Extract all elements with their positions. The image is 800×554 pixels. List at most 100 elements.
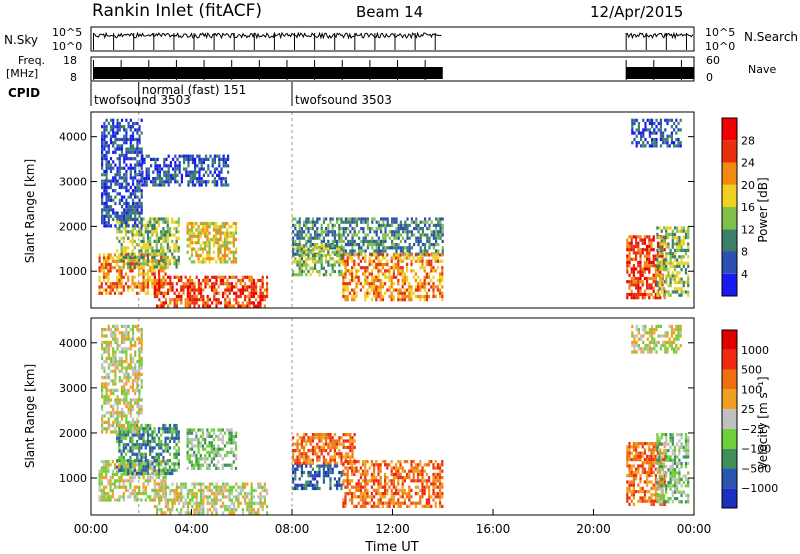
- data-cell: [173, 301, 176, 305]
- data-cell: [320, 439, 323, 443]
- data-cell: [186, 285, 189, 289]
- data-cell: [237, 278, 240, 283]
- data-cell: [158, 180, 161, 184]
- data-cell: [197, 225, 200, 229]
- data-cell: [676, 264, 679, 268]
- data-cell: [107, 417, 110, 421]
- data-cell: [322, 230, 325, 234]
- data-cell: [118, 468, 121, 472]
- data-cell: [162, 239, 165, 243]
- data-cell: [171, 468, 174, 472]
- data-cell: [307, 249, 310, 253]
- data-cell: [184, 275, 187, 279]
- data-cell: [109, 463, 112, 467]
- data-cell: [234, 221, 238, 226]
- data-cell: [220, 177, 223, 181]
- data-cell: [105, 160, 108, 164]
- data-cell: [155, 230, 158, 234]
- data-cell: [226, 450, 229, 454]
- data-cell: [136, 411, 139, 415]
- data-cell: [160, 256, 163, 260]
- data-cell: [122, 492, 125, 496]
- data-cell: [219, 447, 222, 451]
- data-cell: [437, 249, 440, 253]
- data-cell: [198, 167, 201, 171]
- data-cell: [660, 252, 663, 256]
- data-cell: [195, 431, 198, 435]
- data-cell: [206, 301, 209, 305]
- data-cell: [219, 260, 222, 264]
- data-cell: [632, 276, 635, 281]
- data-cell: [129, 166, 132, 170]
- data-cell: [189, 170, 192, 174]
- data-cell: [305, 461, 308, 465]
- data-cell: [355, 243, 358, 247]
- data-cell: [173, 262, 176, 266]
- data-cell: [201, 241, 205, 245]
- data-cell: [127, 166, 130, 170]
- data-cell: [217, 454, 220, 458]
- data-cell: [120, 462, 123, 466]
- data-cell: [228, 498, 231, 502]
- data-cell: [202, 304, 205, 308]
- data-cell: [162, 227, 165, 231]
- data-cell: [100, 460, 103, 464]
- data-cell: [660, 274, 663, 278]
- data-cell: [129, 128, 132, 132]
- data-cell: [232, 244, 235, 248]
- data-cell: [140, 179, 143, 183]
- data-cell: [154, 177, 157, 181]
- data-cell: [184, 482, 187, 486]
- data-cell: [329, 253, 332, 258]
- data-cell: [151, 430, 154, 434]
- data-cell: [327, 260, 330, 264]
- data-cell: [366, 288, 369, 292]
- data-cell: [116, 430, 119, 434]
- data-cell: [435, 236, 438, 240]
- data-cell: [123, 160, 126, 164]
- data-cell: [682, 280, 685, 284]
- data-cell: [138, 230, 141, 234]
- data-cell: [206, 511, 209, 515]
- data-cell: [346, 256, 349, 260]
- data-cell: [129, 427, 132, 431]
- data-cell: [200, 167, 203, 171]
- data-cell: [221, 428, 224, 432]
- data-cell: [303, 439, 306, 443]
- station-title: Rankin Inlet (fitACF): [92, 1, 262, 21]
- data-cell: [632, 251, 635, 255]
- data-cell: [305, 250, 308, 254]
- data-cell: [652, 248, 655, 252]
- data-cell: [142, 482, 145, 486]
- data-cell: [131, 144, 135, 148]
- data-cell: [138, 128, 141, 132]
- data-cell: [144, 468, 147, 472]
- data-cell: [141, 173, 144, 177]
- data-cell: [142, 430, 145, 434]
- data-cell: [677, 144, 680, 148]
- data-cell: [109, 379, 113, 383]
- data-cell: [146, 230, 150, 234]
- data-cell: [344, 294, 347, 299]
- data-cell: [164, 282, 167, 286]
- data-cell: [113, 482, 117, 486]
- data-cell: [626, 260, 629, 265]
- data-cell: [114, 141, 117, 145]
- data-cell: [176, 164, 179, 168]
- data-cell: [152, 177, 155, 181]
- data-cell: [140, 385, 143, 389]
- data-cell: [377, 262, 380, 267]
- data-cell: [197, 291, 200, 295]
- data-cell: [657, 244, 660, 249]
- data-cell: [320, 436, 323, 440]
- data-cell: [316, 236, 319, 240]
- data-cell: [435, 239, 438, 243]
- data-cell: [186, 298, 189, 302]
- data-cell: [133, 275, 136, 279]
- data-cell: [138, 198, 141, 202]
- data-cell: [342, 249, 345, 253]
- data-cell: [105, 411, 108, 415]
- data-cell: [430, 262, 433, 267]
- data-cell: [641, 292, 644, 297]
- data-cell: [237, 495, 240, 499]
